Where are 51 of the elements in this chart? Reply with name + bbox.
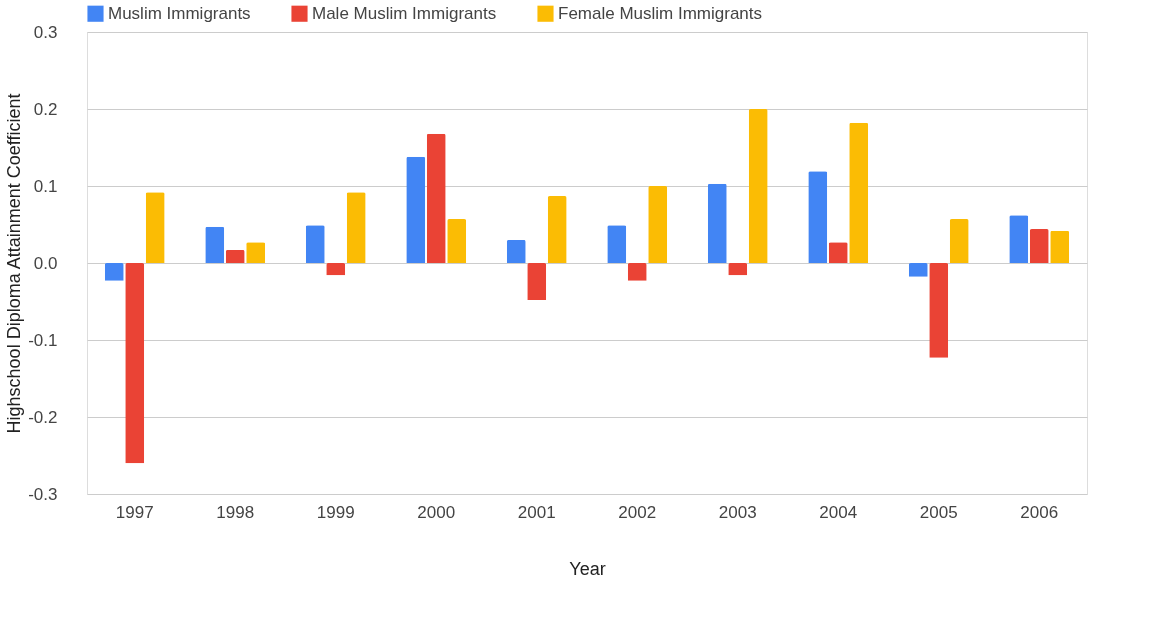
bar bbox=[145, 192, 165, 263]
x-tick-label: 2005 bbox=[919, 502, 958, 522]
x-tick-label: 1997 bbox=[115, 502, 154, 522]
y-tick-label: 0.3 bbox=[33, 22, 58, 42]
y-tick-label: 0.0 bbox=[33, 253, 58, 273]
bar bbox=[1029, 229, 1049, 263]
bar bbox=[205, 226, 225, 263]
bar bbox=[728, 263, 748, 276]
y-tick-label: -0.3 bbox=[28, 484, 58, 504]
bar bbox=[246, 242, 266, 263]
bar bbox=[949, 219, 969, 263]
legend-label: Male Muslim Immigrants bbox=[312, 3, 497, 23]
bar bbox=[627, 263, 647, 281]
bar bbox=[808, 171, 828, 263]
y-tick-label: -0.2 bbox=[28, 407, 58, 427]
x-tick-label: 2004 bbox=[819, 502, 858, 522]
y-tick-label: 0.2 bbox=[33, 99, 58, 119]
x-tick-label: 2006 bbox=[1020, 502, 1059, 522]
bar bbox=[828, 242, 848, 263]
legend-label: Female Muslim Immigrants bbox=[558, 3, 763, 23]
x-tick-label: 2000 bbox=[417, 502, 456, 522]
bar bbox=[506, 239, 526, 263]
bar bbox=[426, 133, 446, 263]
bar bbox=[648, 186, 668, 263]
bar bbox=[104, 263, 124, 281]
x-tick-label: 1999 bbox=[316, 502, 355, 522]
bar bbox=[1050, 230, 1070, 263]
bar bbox=[849, 122, 869, 263]
legend-label: Muslim Immigrants bbox=[108, 3, 251, 23]
x-axis-title: Year bbox=[569, 558, 606, 579]
bar bbox=[607, 225, 627, 263]
bar bbox=[547, 196, 567, 263]
bar bbox=[527, 263, 547, 300]
bar bbox=[929, 263, 949, 358]
y-axis-title: Highschool Diploma Attainment Coefficient bbox=[4, 93, 25, 434]
bar bbox=[125, 263, 145, 464]
y-tick-label: 0.1 bbox=[33, 176, 58, 196]
bar bbox=[707, 183, 727, 263]
bar bbox=[326, 263, 346, 276]
bar bbox=[748, 109, 768, 263]
x-tick-label: 2002 bbox=[618, 502, 657, 522]
bar bbox=[305, 225, 325, 263]
x-tick-label: 2003 bbox=[718, 502, 757, 522]
bar bbox=[447, 219, 467, 263]
y-tick-label: -0.1 bbox=[28, 330, 58, 350]
bar bbox=[346, 192, 366, 263]
bar bbox=[225, 249, 245, 263]
bar bbox=[1009, 215, 1029, 263]
bar bbox=[406, 156, 426, 263]
x-tick-label: 1998 bbox=[216, 502, 255, 522]
x-tick-label: 2001 bbox=[517, 502, 556, 522]
